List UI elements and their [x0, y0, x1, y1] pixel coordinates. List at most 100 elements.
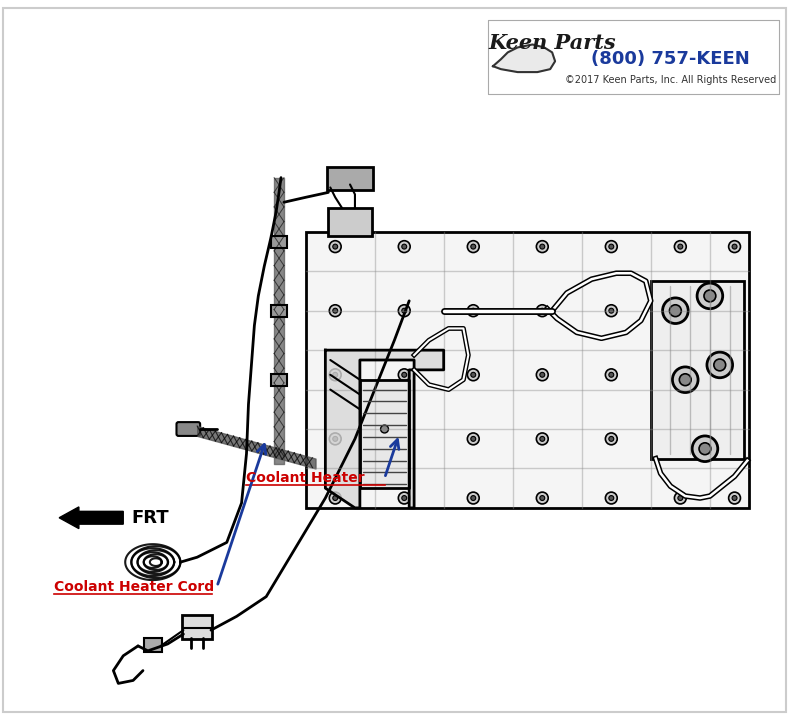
- Circle shape: [678, 308, 682, 313]
- Circle shape: [674, 433, 686, 445]
- Circle shape: [609, 495, 614, 500]
- Text: FRT: FRT: [131, 509, 169, 527]
- Circle shape: [697, 283, 722, 309]
- Circle shape: [333, 308, 338, 313]
- Circle shape: [606, 492, 618, 504]
- Circle shape: [674, 492, 686, 504]
- Circle shape: [704, 290, 716, 302]
- Circle shape: [471, 436, 476, 441]
- Circle shape: [729, 369, 741, 381]
- Circle shape: [540, 308, 545, 313]
- Circle shape: [471, 308, 476, 313]
- FancyBboxPatch shape: [182, 616, 212, 639]
- Circle shape: [732, 308, 737, 313]
- Circle shape: [674, 305, 686, 317]
- Circle shape: [402, 495, 406, 500]
- FancyBboxPatch shape: [271, 374, 287, 386]
- Circle shape: [330, 240, 341, 253]
- Circle shape: [609, 308, 614, 313]
- Circle shape: [467, 433, 479, 445]
- Circle shape: [732, 436, 737, 441]
- FancyBboxPatch shape: [144, 638, 162, 652]
- Circle shape: [729, 433, 741, 445]
- Circle shape: [398, 305, 410, 317]
- Circle shape: [729, 492, 741, 504]
- Circle shape: [606, 305, 618, 317]
- FancyBboxPatch shape: [177, 422, 200, 436]
- Circle shape: [536, 369, 548, 381]
- Circle shape: [674, 369, 686, 381]
- Circle shape: [699, 443, 711, 454]
- Circle shape: [732, 244, 737, 249]
- Circle shape: [540, 372, 545, 377]
- Circle shape: [678, 436, 682, 441]
- FancyBboxPatch shape: [650, 281, 745, 459]
- Circle shape: [330, 433, 341, 445]
- Circle shape: [333, 436, 338, 441]
- Circle shape: [536, 492, 548, 504]
- Circle shape: [536, 305, 548, 317]
- Circle shape: [333, 495, 338, 500]
- Circle shape: [333, 244, 338, 249]
- Circle shape: [471, 372, 476, 377]
- Circle shape: [467, 369, 479, 381]
- Circle shape: [471, 244, 476, 249]
- Circle shape: [402, 308, 406, 313]
- Polygon shape: [326, 350, 444, 508]
- Circle shape: [330, 305, 341, 317]
- Circle shape: [707, 352, 733, 378]
- Circle shape: [606, 433, 618, 445]
- Text: Keen Parts: Keen Parts: [488, 32, 616, 53]
- Circle shape: [606, 240, 618, 253]
- FancyBboxPatch shape: [327, 167, 373, 190]
- Circle shape: [540, 244, 545, 249]
- FancyBboxPatch shape: [306, 232, 750, 508]
- Circle shape: [540, 436, 545, 441]
- Circle shape: [678, 244, 682, 249]
- Circle shape: [729, 305, 741, 317]
- Text: (800) 757-KEEN: (800) 757-KEEN: [591, 50, 750, 68]
- Polygon shape: [493, 45, 555, 72]
- Circle shape: [609, 436, 614, 441]
- Circle shape: [330, 369, 341, 381]
- Circle shape: [714, 359, 726, 371]
- Circle shape: [398, 369, 410, 381]
- Circle shape: [609, 372, 614, 377]
- Circle shape: [330, 492, 341, 504]
- FancyBboxPatch shape: [271, 305, 287, 317]
- Circle shape: [609, 244, 614, 249]
- Circle shape: [732, 495, 737, 500]
- Circle shape: [540, 495, 545, 500]
- Circle shape: [471, 495, 476, 500]
- Circle shape: [732, 372, 737, 377]
- Circle shape: [662, 298, 688, 323]
- Circle shape: [398, 492, 410, 504]
- Circle shape: [678, 372, 682, 377]
- Circle shape: [674, 240, 686, 253]
- Circle shape: [398, 240, 410, 253]
- Circle shape: [398, 433, 410, 445]
- Circle shape: [467, 492, 479, 504]
- Circle shape: [678, 495, 682, 500]
- Circle shape: [402, 436, 406, 441]
- Circle shape: [536, 433, 548, 445]
- Circle shape: [402, 372, 406, 377]
- Circle shape: [606, 369, 618, 381]
- Circle shape: [333, 372, 338, 377]
- Circle shape: [402, 244, 406, 249]
- Circle shape: [679, 374, 691, 386]
- FancyBboxPatch shape: [271, 235, 287, 248]
- Circle shape: [692, 436, 718, 462]
- Text: Coolant Heater Cord: Coolant Heater Cord: [54, 580, 214, 594]
- Circle shape: [670, 305, 682, 317]
- Circle shape: [536, 240, 548, 253]
- Circle shape: [381, 425, 389, 433]
- FancyBboxPatch shape: [328, 208, 372, 235]
- Text: Coolant Heater: Coolant Heater: [246, 472, 365, 485]
- Circle shape: [467, 305, 479, 317]
- Polygon shape: [360, 379, 409, 488]
- Circle shape: [467, 240, 479, 253]
- Circle shape: [729, 240, 741, 253]
- Text: ©2017 Keen Parts, Inc. All Rights Reserved: ©2017 Keen Parts, Inc. All Rights Reserv…: [565, 75, 776, 85]
- Circle shape: [673, 367, 698, 392]
